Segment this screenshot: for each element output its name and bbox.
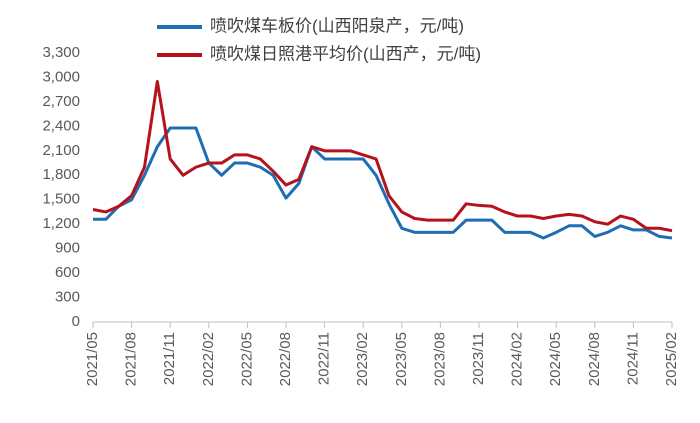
legend-label: 喷吹煤日照港平均价(山西产，元/吨) (210, 44, 481, 63)
y-tick-label: 0 (72, 313, 80, 330)
x-tick-label: 2025/02 (663, 332, 680, 386)
x-tick-label: 2023/02 (354, 332, 371, 386)
y-tick-label: 2,700 (42, 93, 80, 110)
x-tick-label: 2023/05 (393, 332, 410, 386)
y-tick-label: 2,400 (42, 117, 80, 134)
x-tick-label: 2024/08 (586, 332, 603, 386)
y-tick-label: 1,800 (42, 166, 80, 183)
x-tick-label: 2022/05 (238, 332, 255, 386)
series-line (93, 126, 673, 240)
y-tick-label: 900 (55, 240, 80, 257)
x-tick-label: 2024/02 (509, 332, 526, 386)
y-tick-label: 3,300 (42, 44, 80, 61)
x-tick-label: 2024/05 (547, 332, 564, 386)
y-tick-label: 1,500 (42, 191, 80, 208)
y-tick-label: 1,200 (42, 215, 80, 232)
x-tick-label: 2021/08 (123, 332, 140, 386)
x-tick-label: 2023/11 (470, 332, 487, 385)
x-tick-label: 2023/08 (431, 332, 448, 386)
series-line (92, 80, 673, 233)
legend-label: 喷吹煤车板价(山西阳泉产，元/吨) (210, 16, 464, 35)
x-tick-label: 2022/02 (200, 332, 217, 386)
y-tick-label: 3,000 (42, 68, 80, 85)
x-tick-label: 2022/11 (316, 332, 333, 385)
y-tick-label: 2,100 (42, 142, 80, 159)
x-tick-label: 2021/05 (84, 332, 101, 386)
x-tick-label: 2021/11 (161, 332, 178, 385)
x-tick-label: 2022/08 (277, 332, 294, 386)
y-tick-label: 600 (55, 264, 80, 281)
x-tick-label: 2024/11 (624, 332, 641, 385)
y-tick-label: 300 (55, 289, 80, 306)
